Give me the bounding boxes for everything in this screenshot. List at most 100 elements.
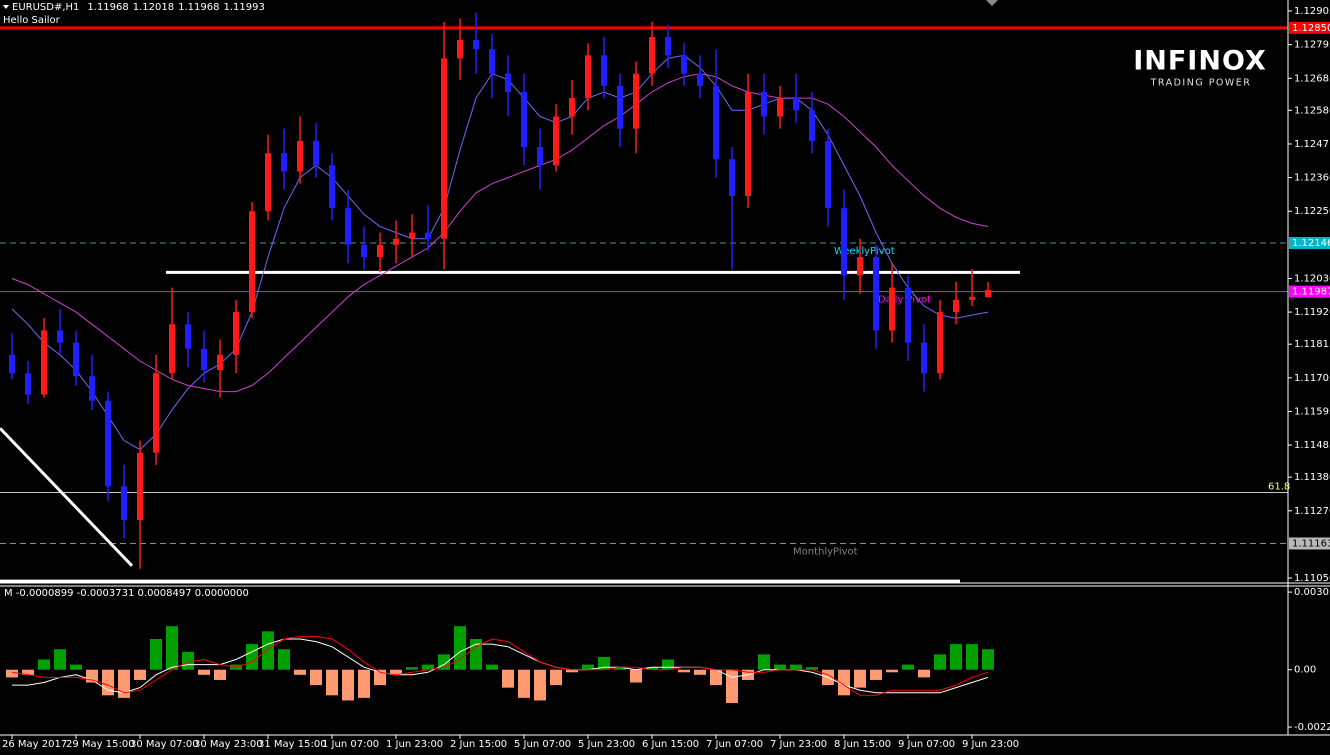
level-name: Daily Pivot [878,295,931,306]
candle-body [425,232,431,239]
level-price-label: 1.12850 [1292,23,1330,34]
candle-body [409,232,415,239]
low-value: 1.11968 [178,2,219,13]
indicator-y-tick-label: -0.00224 [1294,722,1330,733]
y-tick-label: 1.11485 [1294,440,1330,451]
y-tick-label: 1.11270 [1294,506,1330,517]
candle-body [457,40,463,59]
histogram-bar [470,638,482,670]
x-tick-label: 31 May 15:00 [258,739,327,750]
x-tick-label: 1 Jun 23:00 [386,739,443,750]
histogram-bar [854,669,866,688]
high-value: 1.12018 [133,2,174,13]
x-tick-label: 30 May 07:00 [130,739,199,750]
histogram-bar [598,656,610,670]
candle-body [617,85,623,129]
open-value: 1.11968 [87,2,128,13]
x-tick-label: 1 Jun 07:00 [322,739,379,750]
histogram-bar [550,669,562,686]
x-tick-label: 9 Jun 07:00 [898,739,955,750]
candle-body [969,296,975,300]
y-tick-label: 1.12905 [1294,6,1330,17]
candle-body [89,376,95,401]
candle-body [633,73,639,129]
histogram-bar [150,638,162,670]
x-tick-label: 8 Jun 15:00 [834,739,891,750]
candle-body [393,238,399,245]
level-name: WeeklyPivot [834,246,895,257]
histogram-bar [134,669,146,680]
histogram-bar [774,664,786,670]
candle-body [361,244,367,258]
candle-body [473,40,479,50]
histogram-bar [422,664,434,670]
histogram-bar [166,626,178,670]
level-price-box [1289,285,1330,298]
histogram-bar [342,669,354,701]
indicator-y-tick-label: 0.003033 [1294,587,1330,598]
histogram-bar [614,667,626,670]
histogram-bar [22,669,34,675]
histogram-bar [454,626,466,670]
histogram-bar [966,644,978,670]
histogram-bar [982,649,994,670]
candle-body [57,330,63,343]
candle-body [121,486,127,520]
logo: INFINOX [1133,46,1267,77]
trend-line [0,427,134,567]
y-tick-label: 1.11705 [1294,373,1330,384]
x-tick-label: 7 Jun 07:00 [706,739,763,750]
histogram-bar [358,669,370,698]
histogram-bar [70,664,82,670]
candle-body [841,208,847,276]
candle-body [233,312,239,355]
histogram-bar [326,669,338,696]
level-price-label: 1.11163 [1292,538,1330,549]
symbol-menu-icon[interactable] [3,5,9,9]
y-tick-label: 1.1247 [1294,139,1329,150]
y-tick-label: 1.12685 [1294,73,1330,84]
indicator-label: M -0.0000899 -0.0003731 0.0008497 0.0000… [4,588,249,599]
candle-body [377,244,383,258]
indicator-line [12,638,989,694]
y-tick-label: 1.11920 [1294,307,1330,318]
candle-body [857,257,863,276]
histogram-bar [870,669,882,680]
histogram-bar [838,669,850,696]
histogram-bar [102,669,114,696]
candle-body [649,36,655,74]
histogram-bar [294,669,306,675]
x-tick-label: 26 May 2017 [2,739,67,750]
y-tick-label: 1.12250 [1294,206,1330,217]
histogram-bar [246,644,258,670]
histogram-bar [806,667,818,670]
indicator-y-tick-label: 0.00 [1294,665,1316,676]
y-tick-label: 1.12030 [1294,273,1330,284]
chart-header: EURUSD#,H1 1.11968 1.12018 1.11968 1.11993 [12,2,265,13]
x-tick-label: 30 May 23:00 [194,739,263,750]
histogram-bar [118,669,130,698]
histogram-bar [726,669,738,703]
candle-body [297,140,303,172]
candle-body [713,85,719,160]
histogram-bar [582,664,594,670]
candle-body [937,312,943,374]
histogram-bar [374,669,386,686]
histogram-bar [214,669,226,680]
x-tick-label: 2 Jun 15:00 [450,739,507,750]
indicator-line [11,635,989,696]
histogram-bar [406,667,418,670]
candle-body [985,289,991,298]
level-name: MonthlyPivot [793,546,858,557]
x-tick-label: 5 Jun 07:00 [514,739,571,750]
level-price-label: 1.12146 [1292,238,1330,249]
candle-body [889,287,895,331]
histogram-bar [502,669,514,688]
candle-body [809,110,815,141]
y-tick-label: 1.11815 [1294,339,1330,350]
candle-body [505,73,511,93]
candle-body [25,373,31,395]
candle-body [825,140,831,209]
candle-body [329,165,335,209]
x-tick-label: 7 Jun 23:00 [770,739,827,750]
